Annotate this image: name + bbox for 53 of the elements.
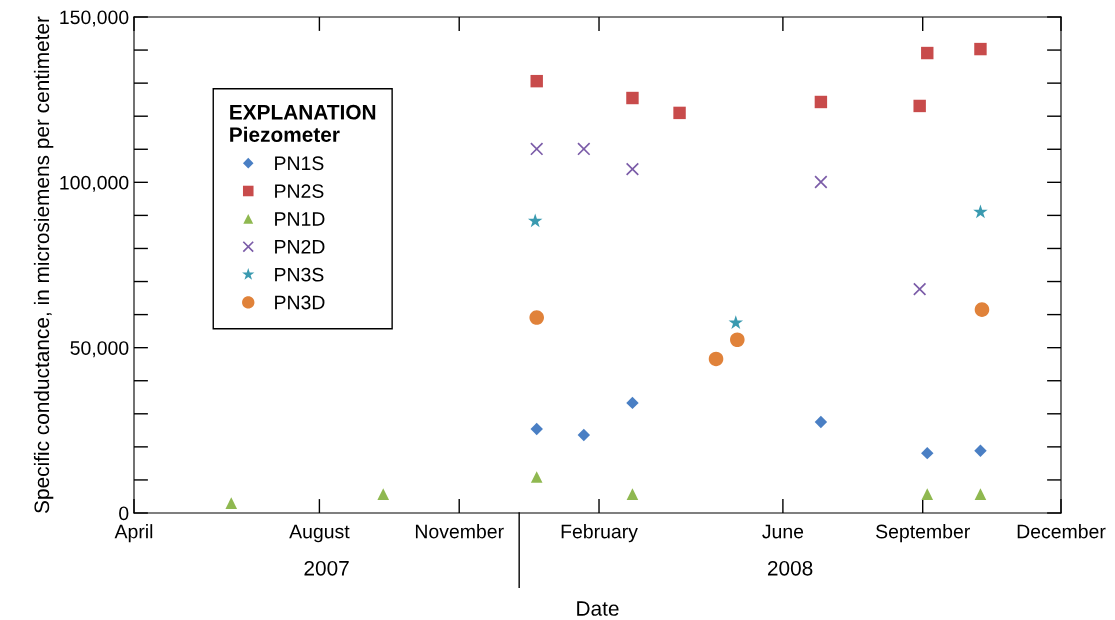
point	[921, 488, 934, 500]
point	[626, 396, 639, 410]
point	[529, 310, 544, 325]
point	[814, 415, 828, 429]
legend-title: EXPLANATION Piezometer	[230, 104, 376, 143]
point	[974, 42, 987, 56]
y-tick-label: 150,000	[60, 10, 129, 27]
point	[913, 282, 927, 296]
point	[530, 422, 543, 436]
point	[530, 471, 543, 483]
legend-label: PN1S	[275, 156, 324, 171]
point	[974, 488, 987, 500]
y-tick-label: 0	[119, 506, 129, 521]
point	[708, 351, 724, 367]
point	[530, 142, 544, 156]
point	[921, 46, 934, 60]
point	[728, 315, 744, 330]
y-axis-title: Specific conductance, in microsiemens per centimeter	[33, 16, 54, 513]
y-tick-label: 100,000	[60, 175, 129, 192]
point	[377, 488, 390, 500]
point	[814, 95, 828, 109]
x-tick-label: November	[415, 524, 504, 539]
point	[530, 74, 543, 88]
point	[973, 204, 988, 219]
point	[625, 162, 640, 176]
text: 2008	[767, 560, 813, 576]
x-tick-label: April	[114, 524, 153, 543]
x-tick-label: August	[289, 524, 350, 543]
point	[626, 488, 639, 500]
legend-label: PN3S	[275, 267, 324, 282]
point	[626, 91, 639, 105]
point	[921, 446, 934, 460]
legend-label: PN2D	[275, 239, 325, 254]
point	[577, 428, 591, 442]
x-tick-label: February	[561, 524, 638, 543]
x-tick-label: September	[876, 524, 970, 543]
text: 2007	[304, 560, 349, 576]
point	[225, 497, 238, 509]
point	[913, 99, 926, 113]
point	[577, 142, 591, 156]
y-tick-label: 50,000	[70, 341, 129, 358]
legend-label: PN2S	[275, 184, 324, 198]
legend-label: PN3D	[275, 295, 325, 310]
point	[673, 106, 686, 120]
point	[814, 175, 828, 189]
x-axis-title: Date	[577, 601, 619, 616]
point	[974, 444, 987, 458]
x-tick-label: December	[1017, 524, 1106, 539]
point	[730, 332, 745, 348]
legend-label: PN1D	[275, 212, 325, 226]
x-tick-label: June	[762, 524, 804, 539]
point	[974, 302, 990, 317]
point	[527, 213, 543, 228]
